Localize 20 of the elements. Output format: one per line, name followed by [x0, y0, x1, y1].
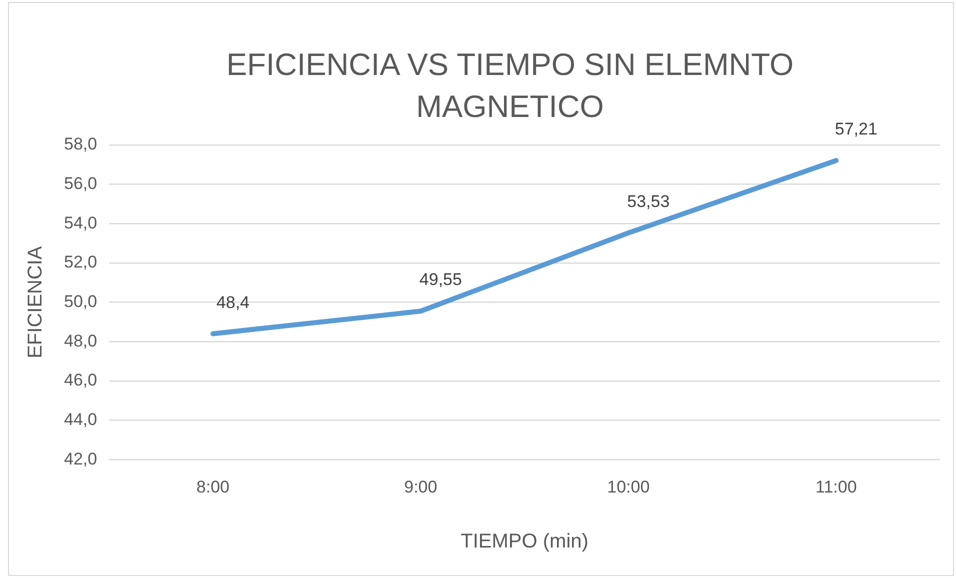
data-label: 57,21	[834, 120, 878, 139]
data-label: 48,4	[216, 292, 250, 312]
y-axis-title: EFICIENCIA	[24, 246, 47, 358]
data-label: 49,55	[419, 270, 462, 290]
y-tick-label: 54,0	[64, 213, 98, 232]
y-tick-label: 50,0	[64, 292, 98, 311]
y-tick-label: 46,0	[64, 370, 98, 390]
y-tick-label: 56,0	[64, 174, 98, 194]
x-tick-label: 10:00	[607, 477, 650, 496]
y-tick-label: 52,0	[64, 252, 98, 272]
x-tick-label: 8:00	[196, 477, 230, 496]
y-tick-label: 44,0	[64, 410, 98, 429]
y-tick-label: 58,0	[64, 134, 98, 154]
x-tick-label: 9:00	[404, 477, 438, 496]
chart-title: EFICIENCIA VS TIEMPO SIN ELEMNTO MAGNETICO	[225, 46, 795, 126]
x-tick-label: 11:00	[815, 477, 857, 496]
y-tick-label: 42,0	[64, 449, 98, 468]
x-axis-title: TIEMPO (min)	[460, 530, 588, 553]
data-label: 53,53	[627, 192, 670, 211]
y-tick-label: 48,0	[64, 331, 98, 350]
